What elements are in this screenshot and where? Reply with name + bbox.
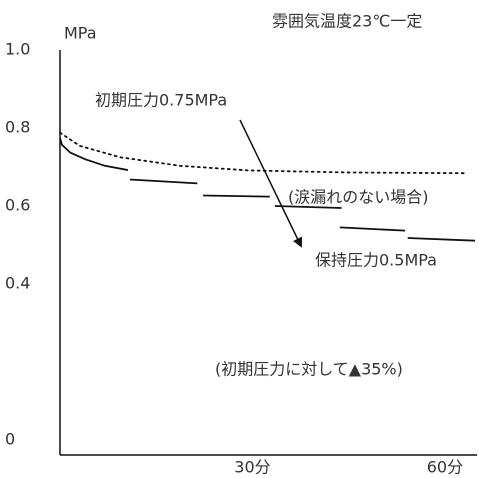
arrow	[239, 119, 303, 248]
annotation: (涙漏れのない場合)	[288, 188, 429, 207]
chart-title: 雰囲気温度23℃一定	[272, 12, 422, 31]
y-tick-label: 1.0	[5, 40, 30, 59]
y-axis-label: MPa	[64, 24, 97, 43]
annotation: 保持圧力0.5MPa	[315, 251, 437, 270]
series-line	[59, 137, 476, 242]
x-tick-label: 60分	[427, 458, 463, 477]
series-line	[59, 131, 466, 175]
x-tick-label: 30分	[234, 458, 270, 477]
y-tick-label: 0.8	[5, 118, 30, 137]
y-tick-label: 0.6	[5, 196, 30, 215]
annotation: (初期圧力に対して▲35%)	[215, 360, 403, 379]
y-tick-label: 0	[5, 430, 15, 449]
annotation: 初期圧力0.75MPa	[95, 91, 227, 110]
y-tick-label: 0.4	[5, 274, 30, 293]
